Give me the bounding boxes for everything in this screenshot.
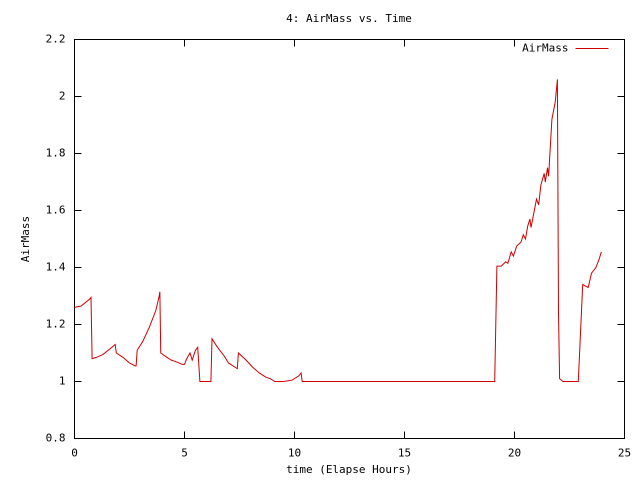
y-tick-label: 0.8: [46, 432, 66, 445]
y-tick-label: 2: [59, 90, 66, 103]
data-line: [74, 79, 602, 382]
y-tick-label: 1.2: [46, 318, 66, 331]
x-tick-label: 25: [618, 447, 631, 460]
y-tick-label: 2.2: [46, 33, 66, 46]
y-tick-label: 1.4: [46, 261, 66, 274]
y-tick-label: 1.8: [46, 147, 66, 160]
chart-title: 4: AirMass vs. Time: [286, 12, 412, 25]
x-tick-label: 0: [71, 447, 78, 460]
x-tick-label: 20: [508, 447, 521, 460]
x-axis-label: time (Elapse Hours): [286, 463, 412, 476]
y-tick-label: 1.6: [46, 204, 66, 217]
legend-label: AirMass: [522, 42, 568, 55]
x-tick-label: 5: [181, 447, 188, 460]
y-axis-label: AirMass: [19, 216, 32, 262]
x-tick-label: 15: [398, 447, 411, 460]
x-tick-label: 10: [288, 447, 301, 460]
plot-frame: [74, 39, 625, 439]
y-tick-label: 1: [59, 375, 66, 388]
